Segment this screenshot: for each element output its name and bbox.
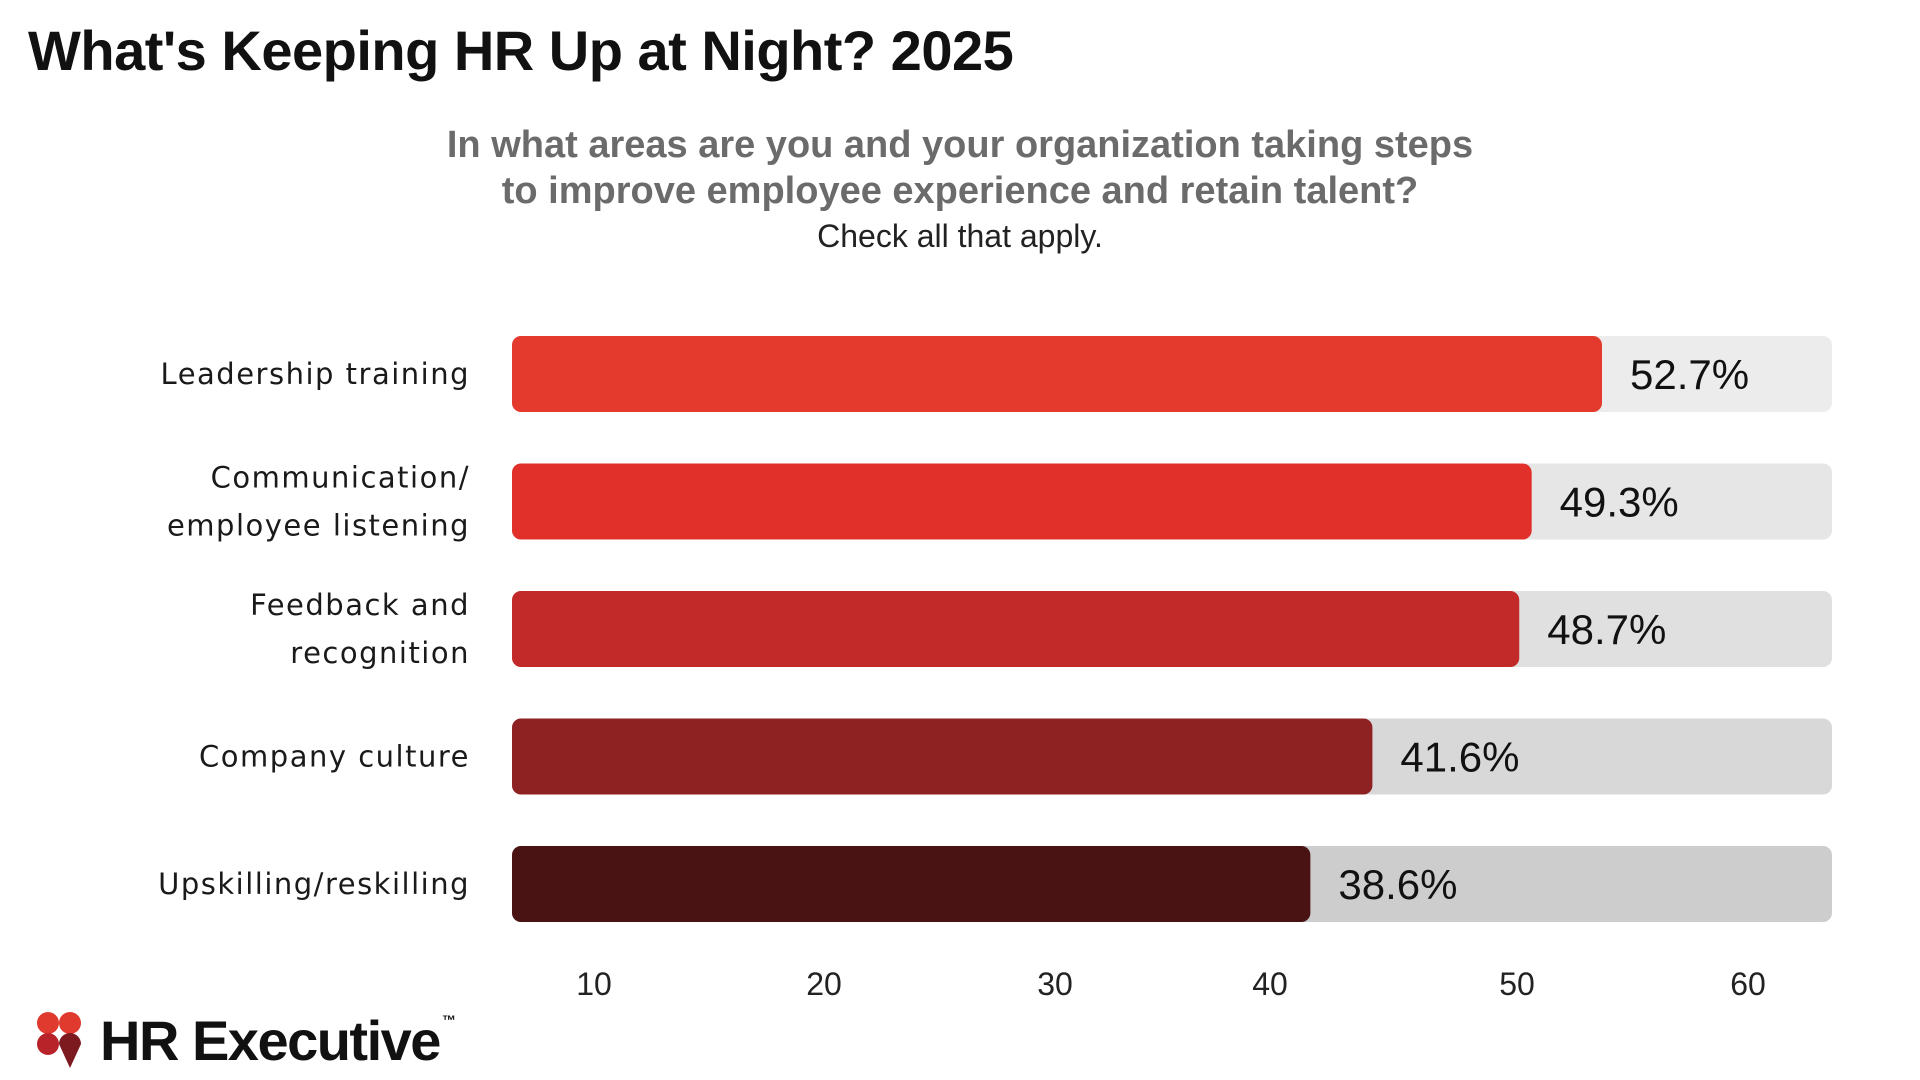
x-tick-label: 30 xyxy=(1037,966,1073,1000)
bar xyxy=(512,591,1520,667)
x-tick-label: 40 xyxy=(1252,966,1288,1000)
brand-name: HR Executive xyxy=(100,1008,441,1072)
hr-executive-logo-icon xyxy=(37,1012,81,1068)
value-labels: 52.7% 49.3% 48.7% 41.6% 38.6% xyxy=(1338,351,1749,908)
value-label: 38.6% xyxy=(1338,861,1457,908)
x-axis-ticks: 10 20 30 40 50 60 xyxy=(576,966,1766,1000)
bar xyxy=(512,336,1602,412)
x-tick-label: 50 xyxy=(1499,966,1535,1000)
category-label: Feedback and xyxy=(250,588,470,622)
category-label: Leadership training xyxy=(161,357,470,391)
value-label: 41.6% xyxy=(1400,734,1519,781)
value-label: 52.7% xyxy=(1630,351,1749,398)
x-tick-label: 10 xyxy=(576,966,612,1000)
value-label: 49.3% xyxy=(1560,479,1679,526)
chart-subtitle-line-2: to improve employee experience and retai… xyxy=(501,170,1419,212)
category-labels: Leadership training Communication/employe… xyxy=(158,357,470,901)
x-tick-label: 60 xyxy=(1730,966,1766,1000)
bar-chart: 52.7% 49.3% 48.7% 41.6% 38.6% Leadership tra… xyxy=(158,336,1832,1000)
chart-subtitle: In what areas are you and your organizat… xyxy=(360,122,1560,214)
bar xyxy=(512,463,1532,540)
brand: HR Executive ™ xyxy=(34,1008,456,1072)
category-label: Company culture xyxy=(199,740,470,774)
category-label: Upskilling/reskilling xyxy=(158,867,470,901)
bars xyxy=(512,336,1602,922)
brand-trademark: ™ xyxy=(441,1012,456,1028)
category-label: employee listening xyxy=(167,509,470,543)
bar xyxy=(512,718,1373,795)
chart-subtitle-line-1: In what areas are you and your organizat… xyxy=(446,124,1474,166)
category-label: recognition xyxy=(290,636,470,670)
chart-title: What's Keeping HR Up at Night? 2025 xyxy=(28,19,1014,82)
value-label: 48.7% xyxy=(1547,606,1666,653)
category-label: Communication/ xyxy=(211,461,470,495)
x-tick-label: 20 xyxy=(806,966,842,1000)
chart-note: Check all that apply. xyxy=(817,218,1103,254)
bar xyxy=(512,846,1311,922)
